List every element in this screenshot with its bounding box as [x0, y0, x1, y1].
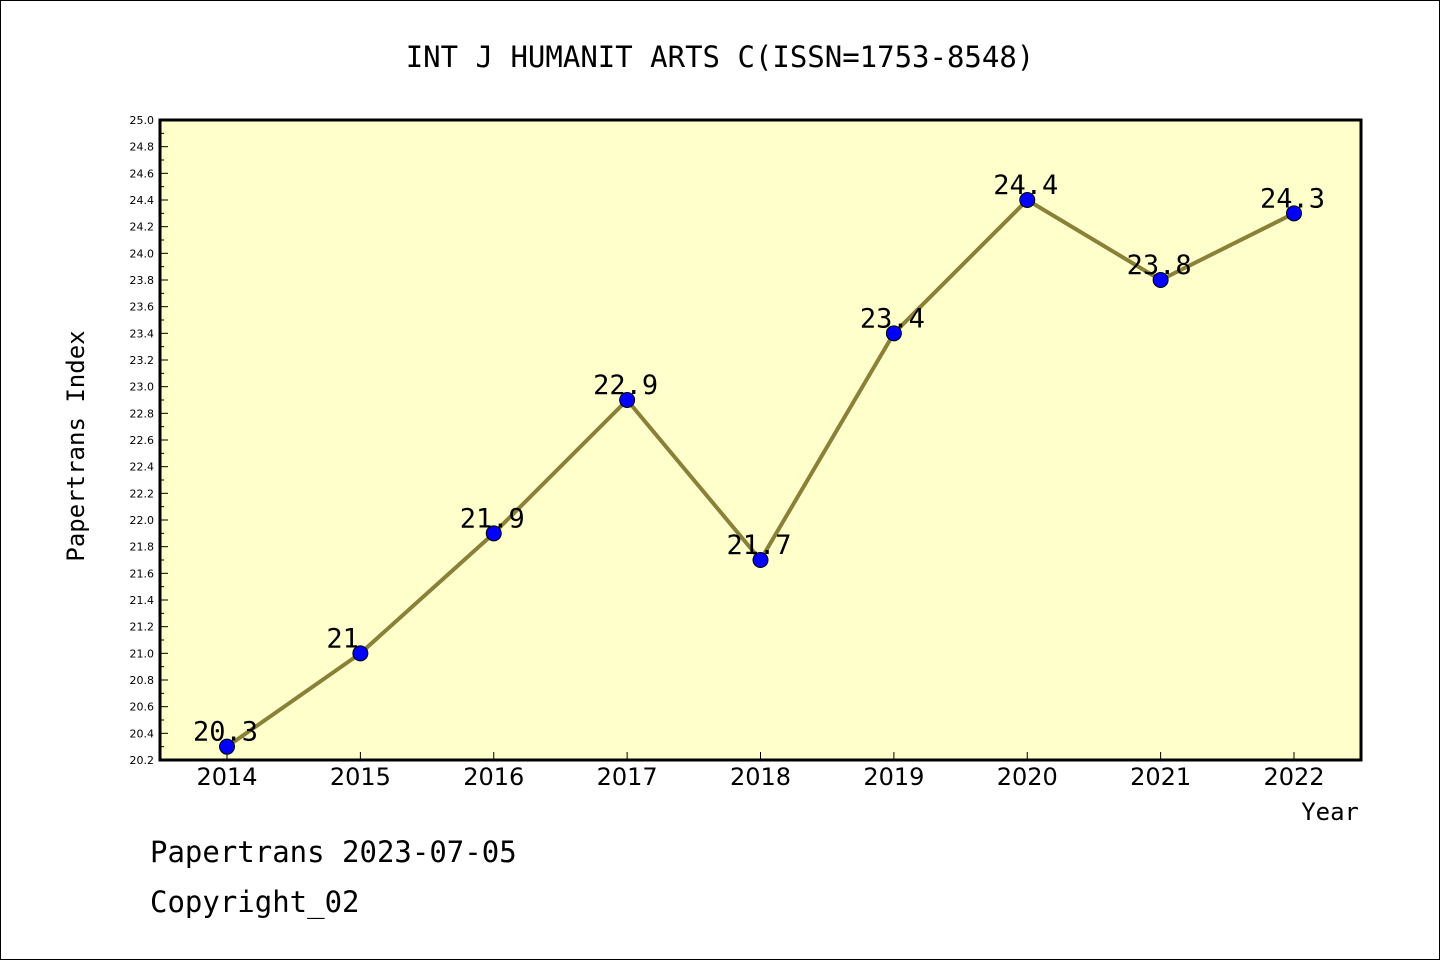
y-tick-label: 22.6: [130, 434, 155, 447]
plot-area: [160, 120, 1361, 760]
data-point: [219, 738, 235, 755]
y-axis-label: Papertrans Index: [62, 330, 90, 561]
x-tick-label: 2022: [1263, 763, 1324, 791]
data-point: [885, 325, 902, 342]
x-tick-label: 2021: [1130, 763, 1191, 791]
y-tick-label: 21.8: [130, 541, 155, 554]
data-label: 20.3: [193, 717, 258, 748]
y-tick-label: 24.6: [130, 167, 155, 180]
x-tick-label: 2019: [863, 763, 924, 791]
plot-border: [158, 118, 1363, 762]
y-tick-label: 22.0: [130, 514, 155, 527]
x-axis: 2014 2015 2016 2017 2018 2019 2020 2021 2022: [196, 752, 1325, 791]
y-tick-label: 22.8: [130, 407, 155, 420]
y-tick-label: 21.6: [130, 567, 155, 580]
data-label: 21.7: [727, 530, 792, 561]
data-markers: [219, 192, 1302, 755]
data-label: 21: [326, 623, 359, 654]
data-point: [752, 552, 769, 568]
x-tick-label: 2020: [997, 763, 1058, 791]
data-label: 22.9: [593, 370, 658, 401]
y-tick-label: 23.8: [130, 274, 155, 287]
data-labels: 20.3 21 21.9 22.9 21.7 23.4 24.4 23.8 24.3: [193, 170, 1325, 748]
footer-date: Papertrans 2023-07-05: [150, 835, 517, 869]
y-tick-label: 23.0: [130, 381, 155, 394]
footer-copyright: Copyright_02: [150, 885, 360, 919]
y-tick-label: 24.8: [130, 141, 155, 154]
y-tick-label: 24.0: [130, 247, 155, 260]
data-point: [619, 392, 636, 408]
x-tick-label: 2017: [597, 763, 658, 791]
y-tick-label: 23.2: [130, 354, 155, 367]
y-tick-label: 24.2: [130, 221, 155, 234]
data-label: 24.3: [1260, 183, 1325, 214]
x-tick-label: 2015: [330, 763, 391, 791]
data-label: 23.4: [860, 303, 925, 334]
y-axis: 20.2 20.4 20.6 20.8 21.0 21.2 21.4 21.6 21.8 22.0…: [130, 114, 168, 767]
y-tick-label: 21.4: [130, 594, 155, 607]
y-tick-label: 20.2: [130, 754, 155, 767]
y-tick-label: 22.2: [130, 487, 155, 500]
data-point: [1286, 205, 1302, 222]
y-tick-label: 21.0: [130, 647, 155, 660]
y-tick-label: 23.4: [130, 327, 155, 340]
y-tick-label: 22.4: [130, 461, 155, 474]
x-tick-label: 2014: [196, 763, 257, 791]
y-tick-label: 24.4: [130, 194, 155, 207]
data-label: 24.4: [993, 170, 1058, 201]
data-label: 21.9: [460, 503, 525, 534]
y-tick-label: 21.2: [130, 621, 155, 634]
y-tick-label: 20.8: [130, 674, 155, 687]
data-point: [352, 645, 369, 662]
data-label: 23.8: [1127, 250, 1192, 281]
x-tick-label: 2018: [730, 763, 791, 791]
data-point: [485, 525, 502, 542]
data-point: [1152, 272, 1169, 288]
y-tick-label: 25.0: [130, 114, 155, 127]
chart-title: INT J HUMANIT ARTS C(ISSN=1753-8548): [406, 40, 1035, 74]
data-point: [1019, 192, 1036, 208]
x-axis-label: Year: [1301, 798, 1359, 826]
y-tick-label: 23.6: [130, 301, 155, 314]
x-tick-label: 2016: [463, 763, 524, 791]
y-tick-label: 20.4: [130, 727, 155, 740]
y-tick-label: 20.6: [130, 701, 155, 714]
